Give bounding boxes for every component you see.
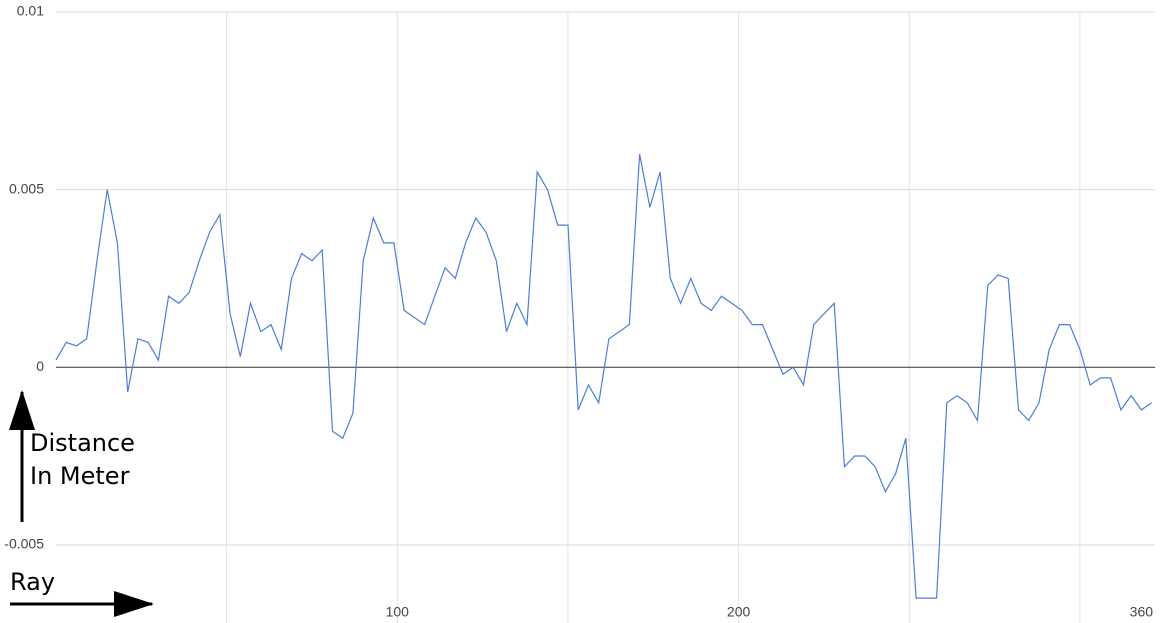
x-tick-label: 360: [1130, 604, 1154, 620]
y-tick-label: 0.005: [9, 180, 44, 196]
y-tick-label: -0.005: [4, 536, 44, 552]
x-tick-label: 100: [386, 604, 410, 620]
annotation: Ray: [10, 568, 55, 596]
y-tick-label: 0: [36, 358, 44, 374]
grid: [56, 11, 1155, 623]
plot: [55, 153, 1152, 599]
x-tick-label: 200: [727, 604, 751, 620]
annotation: In Meter: [30, 462, 130, 490]
y-tick-label: 0.01: [17, 3, 44, 19]
line: [55, 153, 1152, 599]
annotation: Distance: [30, 429, 135, 457]
